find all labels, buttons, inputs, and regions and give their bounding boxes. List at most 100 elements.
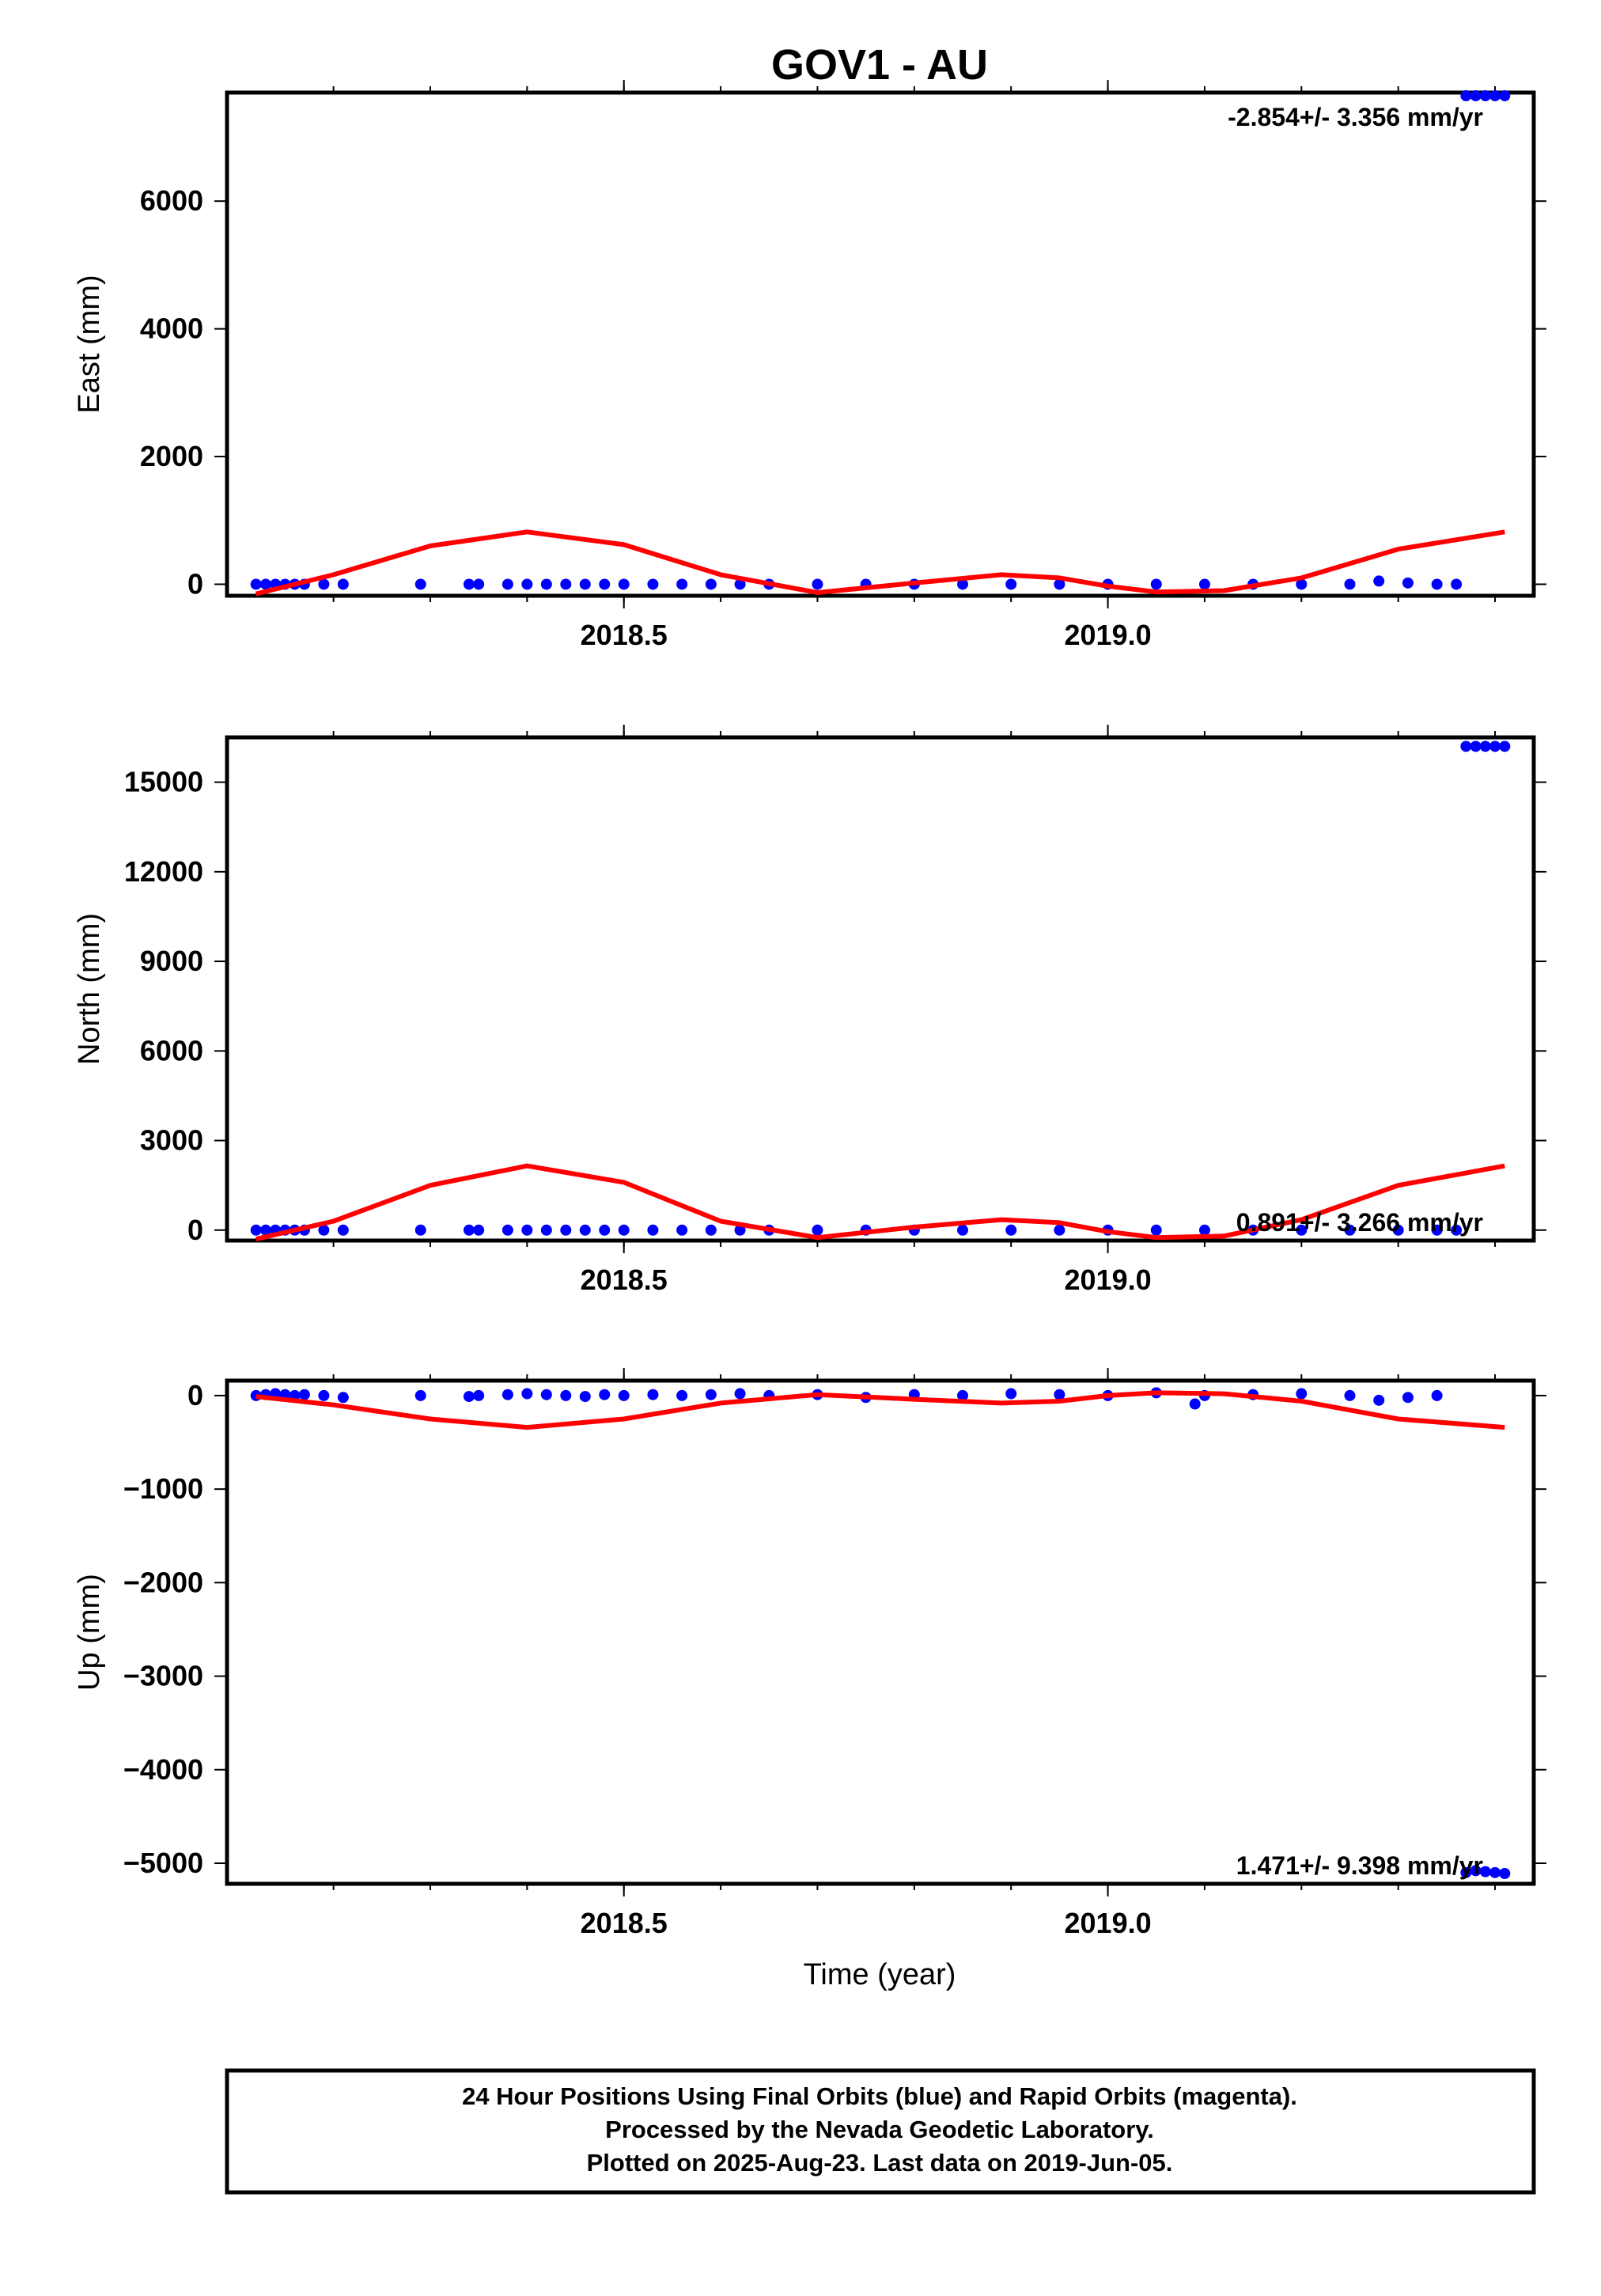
data-point [501,1224,513,1236]
y-tick-label: 0 [187,1379,203,1411]
data-point [560,1389,572,1401]
data-point [618,578,630,590]
rate-label: 0.891+/- 3.266 mm/yr [1236,1208,1483,1237]
data-point [414,578,426,590]
data-point [957,578,969,590]
model-curve [255,1390,1505,1430]
data-point [1198,1224,1210,1236]
y-tick-label: −3000 [123,1660,203,1692]
data-point [1150,578,1162,590]
y-axis-label: North (mm) [73,913,106,1065]
data-point [579,1391,591,1403]
data-point [560,1224,572,1236]
data-point [1479,90,1491,102]
data-point [1296,578,1308,590]
data-point [734,1388,746,1400]
x-axis-label: Time (year) [804,1958,956,1991]
data-point [259,578,271,590]
data-point [734,578,746,590]
data-point [676,578,688,590]
y-tick-label: 6000 [140,1034,203,1067]
y-tick-label: 6000 [140,184,203,217]
data-point [463,1224,475,1236]
data-point [337,1224,349,1236]
y-tick-label: −4000 [123,1753,203,1786]
data-point [1344,1224,1356,1236]
data-point [705,578,717,590]
y-tick-label: 3000 [140,1124,203,1157]
data-point [1296,1224,1308,1236]
y-tick-label: 15000 [124,766,203,798]
data-point [1470,90,1482,102]
x-tick-label: 2019.0 [1065,1907,1152,1939]
data-point [1150,1224,1162,1236]
model-curve [255,529,1505,597]
data-point [540,1224,552,1236]
footer-line-2: Processed by the Nevada Geodetic Laborat… [605,2116,1154,2143]
data-point [618,1224,630,1236]
data-point [1479,741,1491,752]
x-tick-label: 2018.5 [581,1264,668,1296]
data-point [1451,1224,1463,1236]
data-point [540,578,552,590]
y-tick-label: −2000 [123,1566,203,1598]
data-point [1402,1392,1414,1404]
panels: 2018.5 2019.0 0 2000 4000 6000 East (mm) -2.854… [73,80,1546,1939]
data-point [1479,1866,1491,1877]
y-tick-label: 4000 [140,313,203,345]
chart-title: GOV1 - AU [771,41,988,89]
data-point [1431,578,1443,590]
data-point [1489,1866,1501,1878]
rate-label: -2.854+/- 3.356 mm/yr [1228,103,1483,131]
data-point [1189,1398,1201,1410]
data-point [1499,90,1511,102]
data-point [1451,578,1463,590]
y-tick-label: 12000 [124,855,203,888]
data-point [676,1389,688,1401]
x-tick-label: 2018.5 [581,1907,668,1939]
x-tick-label: 2019.0 [1065,619,1152,651]
plot-frame [225,90,1536,598]
data-point [734,1224,746,1236]
panel-north: 2018.5 2019.0 0 3000 6000 9000 12000 15000 North… [73,725,1546,1296]
footer-box: 24 Hour Positions Using Final Orbits (bl… [225,2068,1536,2195]
data-point [1460,1866,1472,1878]
data-point [812,578,823,590]
rate-label: 1.471+/- 9.398 mm/yr [1236,1851,1483,1880]
data-point [1499,1867,1511,1879]
data-point [1005,1224,1017,1236]
y-tick-label: −5000 [123,1847,203,1879]
data-point [473,1224,485,1236]
data-point [599,1389,611,1400]
data-point [1373,1394,1385,1406]
data-point [521,1224,533,1236]
y-axis-label: Up (mm) [73,1574,106,1691]
data-point [298,1389,310,1400]
y-tick-label: 0 [187,567,203,600]
data-point [463,578,475,590]
data-point [705,1224,717,1236]
data-point [1460,90,1472,102]
data-point [1054,1389,1065,1400]
data-point [1470,741,1482,752]
data-point [250,1224,262,1236]
y-tick-label: 9000 [140,945,203,977]
x-tick-label: 2018.5 [581,619,668,651]
data-point [1296,1388,1308,1400]
data-point [318,1224,330,1236]
data-point [1005,578,1017,590]
data-point [337,1392,349,1404]
data-point [560,578,572,590]
data-point [1402,577,1414,589]
data-point [647,578,659,590]
data-point [1489,741,1501,752]
data-point [1470,1865,1482,1877]
data-point [1431,1224,1443,1236]
data-point [1054,1224,1065,1236]
data-point [1499,741,1511,752]
data-point [1344,578,1356,590]
plot-frame [225,1378,1536,1886]
data-point [705,1389,717,1400]
data-point [599,578,611,590]
